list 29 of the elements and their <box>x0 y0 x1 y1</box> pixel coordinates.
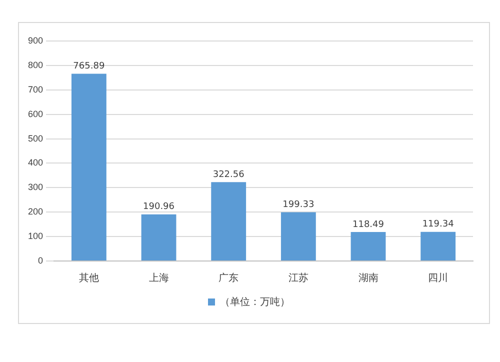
data-label: 190.96 <box>143 202 175 212</box>
y-tick-label: 600 <box>28 108 44 119</box>
x-tick-label: 上海 <box>148 272 169 284</box>
data-label: 765.89 <box>73 62 105 72</box>
bar <box>141 214 176 260</box>
x-tick-label: 广东 <box>218 272 239 284</box>
x-tick-label: 四川 <box>428 272 448 284</box>
bar <box>211 182 246 260</box>
y-tick-label: 0 <box>38 255 44 266</box>
bar <box>280 212 316 260</box>
x-tick-label: 湖南 <box>358 272 378 284</box>
y-tick-label: 400 <box>28 158 44 168</box>
x-tick-label: 其他 <box>78 272 99 284</box>
bar <box>350 232 386 260</box>
y-tick-label: 300 <box>28 182 44 192</box>
bar <box>71 74 106 260</box>
y-tick-label: 900 <box>28 35 44 46</box>
y-tick-label: 200 <box>28 206 44 217</box>
y-tick-label: 100 <box>28 231 44 242</box>
data-label: 118.49 <box>352 220 384 230</box>
y-tick-label: 500 <box>28 133 44 144</box>
legend-label: （单位：万吨） <box>220 296 290 308</box>
data-label: 322.56 <box>212 170 245 180</box>
bar <box>420 232 456 260</box>
y-tick-label: 800 <box>28 60 44 70</box>
y-tick-label: 700 <box>28 84 44 94</box>
data-label: 199.33 <box>282 200 314 210</box>
x-tick-label: 江苏 <box>288 272 308 284</box>
data-label: 119.34 <box>422 220 454 230</box>
